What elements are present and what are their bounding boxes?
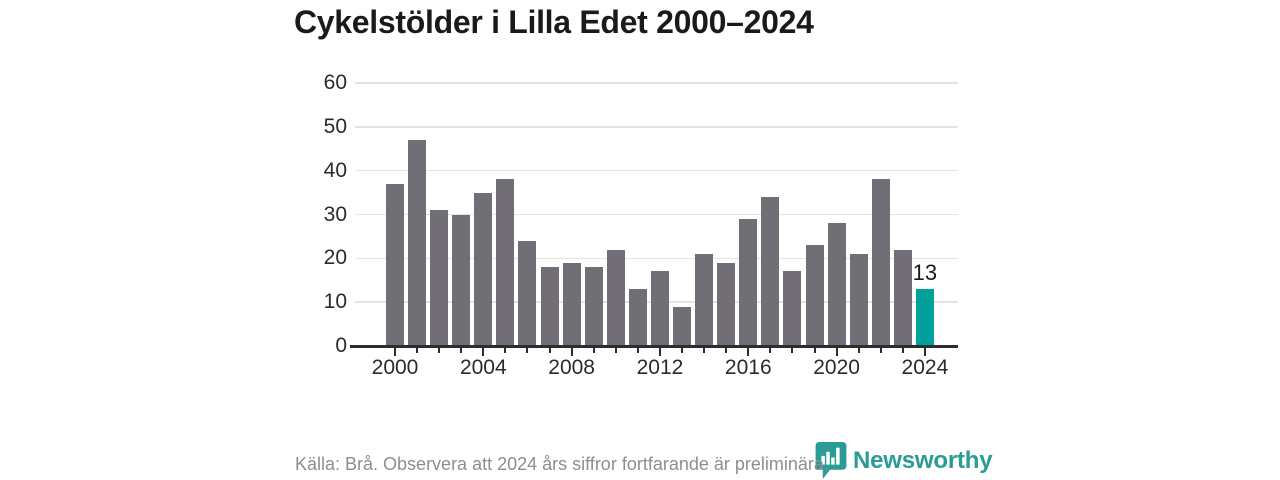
x-tick-major (570, 347, 573, 356)
bar (871, 179, 890, 346)
newsworthy-bar-chart-bubble-icon (815, 442, 847, 479)
x-tick-major (658, 347, 661, 356)
newsworthy-logo: Newsworthy (814, 441, 993, 479)
x-tick-minor (725, 347, 728, 353)
y-tick-label: 10 (323, 290, 347, 314)
x-tick-major (923, 347, 926, 356)
bar (849, 253, 868, 346)
x-tick-major (835, 347, 838, 356)
gridline-y-40 (355, 169, 958, 172)
y-tick-label: 20 (323, 246, 347, 270)
x-tick-minor (460, 347, 463, 353)
bar (628, 289, 647, 346)
x-tick-minor (791, 347, 794, 353)
gridline-y-30 (355, 213, 958, 216)
x-tick-minor (879, 347, 882, 353)
bar (430, 210, 449, 346)
bar (474, 192, 493, 346)
x-tick-minor (416, 347, 419, 353)
y-tick-label: 40 (323, 158, 347, 182)
bar (650, 271, 669, 346)
bar (408, 139, 427, 346)
y-tick-label: 30 (323, 202, 347, 226)
x-tick-label: 2020 (813, 356, 860, 379)
bar (761, 196, 780, 346)
x-tick-label: 2004 (459, 356, 507, 379)
x-tick-minor (548, 347, 551, 353)
bar (606, 249, 625, 346)
y-tick-label: 0 (335, 334, 347, 357)
bar (386, 183, 404, 346)
bar (562, 262, 581, 346)
x-tick-label: 2024 (901, 356, 949, 379)
x-tick-minor (857, 347, 860, 353)
x-tick-minor (438, 347, 441, 353)
source-note: Källa: Brå. Observera att 2024 års siffr… (295, 454, 829, 474)
bar (695, 253, 714, 346)
bar (827, 223, 846, 346)
bar (496, 179, 515, 346)
x-tick-major (482, 347, 485, 356)
bar (540, 267, 559, 346)
x-tick-minor (769, 347, 772, 353)
x-tick-minor (703, 347, 706, 353)
y-tick-label: 60 (323, 71, 347, 94)
x-tick-label: 2000 (371, 356, 419, 379)
x-tick-minor (504, 347, 507, 353)
x-tick-minor (813, 347, 816, 353)
x-tick-minor (614, 347, 617, 353)
bar (783, 271, 802, 346)
x-tick-minor (681, 347, 684, 353)
x-tick-minor (526, 347, 529, 353)
x-tick-label: 2016 (724, 356, 772, 379)
x-axis-line (350, 344, 958, 348)
gridline-y-60 (355, 82, 958, 84)
gridline-y-50 (355, 126, 958, 128)
x-tick-label: 2008 (548, 356, 595, 379)
bar (584, 267, 603, 346)
bar (893, 249, 912, 346)
bar (717, 262, 736, 346)
bar (673, 306, 692, 346)
bar (805, 245, 824, 346)
chart-title: Cykelstölder i Lilla Edet 2000–2024 (294, 4, 814, 40)
x-tick-label: 2012 (636, 356, 684, 379)
newsworthy-wordmark: Newsworthy (853, 447, 993, 474)
bar-highlighted (915, 289, 934, 346)
x-tick-minor (592, 347, 595, 353)
x-tick-minor (901, 347, 904, 353)
x-tick-major (394, 347, 396, 356)
x-tick-minor (636, 347, 639, 353)
gridline-y-20 (355, 257, 958, 260)
bar-value-label: 13 (912, 260, 938, 286)
x-tick-major (747, 347, 750, 356)
y-tick-label: 50 (323, 114, 347, 138)
bar (518, 240, 537, 346)
bar (452, 214, 471, 346)
bar (739, 218, 758, 346)
